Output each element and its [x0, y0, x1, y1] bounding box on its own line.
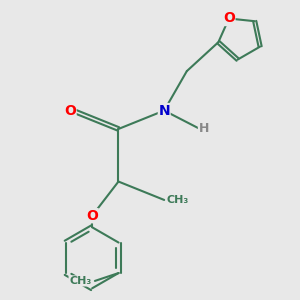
Text: O: O [86, 209, 98, 223]
Text: CH₃: CH₃ [69, 276, 91, 286]
Text: H: H [198, 122, 209, 136]
Text: O: O [223, 11, 235, 26]
Text: O: O [64, 103, 76, 118]
Text: N: N [158, 103, 170, 118]
Text: CH₃: CH₃ [166, 195, 188, 205]
